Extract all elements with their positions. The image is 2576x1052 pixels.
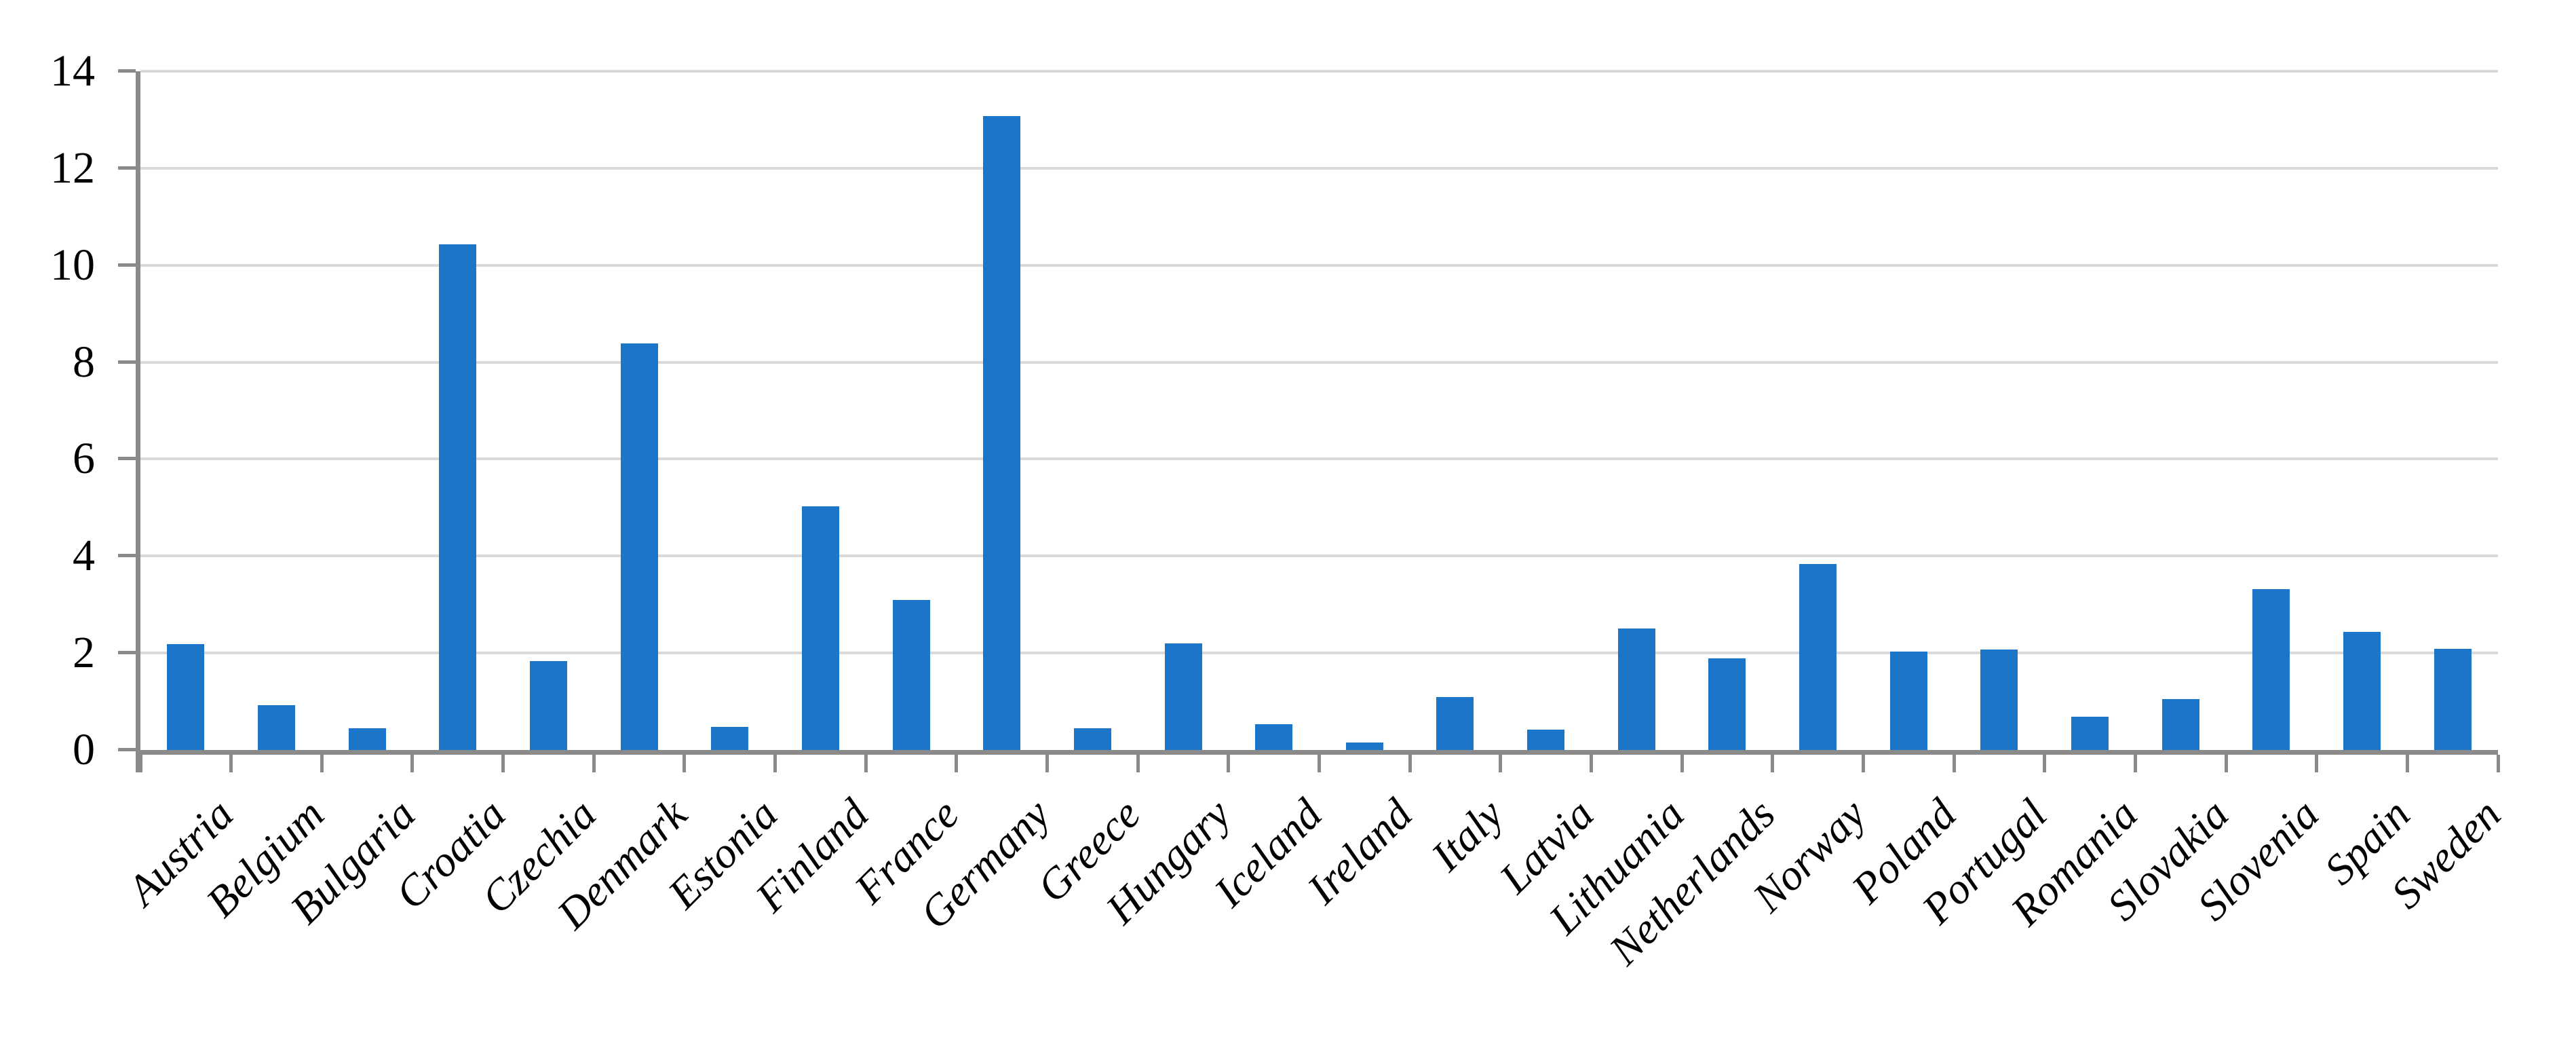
bar-croatia <box>439 244 477 750</box>
x-tick <box>2315 755 2319 772</box>
x-tick <box>864 755 868 772</box>
bar-greece <box>1073 728 1111 750</box>
bar-netherlands <box>1708 658 1746 750</box>
bar-ireland <box>1345 743 1383 750</box>
bar-estonia <box>711 726 749 750</box>
x-axis-label-ireland: Ireland <box>1298 789 1422 914</box>
x-tick <box>1045 755 1050 772</box>
bar-austria <box>167 644 205 750</box>
x-tick <box>2224 755 2228 772</box>
y-axis-label: 6 <box>73 434 95 484</box>
bar-iceland <box>1255 724 1293 750</box>
x-tick <box>1318 755 1321 772</box>
x-tick <box>410 755 415 772</box>
x-tick <box>320 755 324 772</box>
x-axis-line <box>136 750 2498 755</box>
x-tick <box>501 755 505 772</box>
x-tick <box>2405 755 2409 772</box>
y-axis-label: 8 <box>73 337 95 387</box>
bar-portugal <box>1980 650 2018 750</box>
x-tick <box>1771 755 1775 772</box>
bar-slovenia <box>2252 588 2290 750</box>
bar-france <box>892 600 930 750</box>
gridline <box>140 70 2498 73</box>
y-tick <box>118 69 136 73</box>
y-axis-label: 12 <box>50 143 95 193</box>
y-axis-label: 2 <box>73 628 95 678</box>
bar-sweden <box>2434 649 2472 750</box>
y-tick <box>118 360 136 364</box>
x-tick <box>1408 755 1412 772</box>
x-tick <box>2133 755 2137 772</box>
y-tick <box>118 166 136 170</box>
bar-lithuania <box>1617 628 1655 750</box>
x-tick <box>1680 755 1684 772</box>
x-tick <box>955 755 959 772</box>
bar-slovakia <box>2161 699 2199 750</box>
x-tick <box>592 755 596 772</box>
bar-belgium <box>257 705 295 750</box>
y-tick <box>118 748 136 751</box>
bar-denmark <box>620 343 658 750</box>
bar-czechia <box>529 660 567 750</box>
bar-italy <box>1436 697 1474 750</box>
bar-latvia <box>1527 730 1565 750</box>
y-tick <box>118 263 136 267</box>
x-tick <box>138 755 142 772</box>
x-tick <box>773 755 777 772</box>
x-tick <box>1861 755 1865 772</box>
gridline <box>140 360 2498 364</box>
y-axis-line <box>136 71 140 772</box>
gridline <box>140 457 2498 461</box>
x-tick <box>1499 755 1503 772</box>
gridline <box>140 263 2498 267</box>
y-axis-label: 0 <box>73 725 95 774</box>
bar-hungary <box>1164 643 1202 750</box>
y-tick <box>118 457 136 461</box>
x-tick <box>2496 755 2500 772</box>
bar-germany <box>983 115 1021 750</box>
x-tick <box>1589 755 1593 772</box>
gridline <box>140 166 2498 170</box>
y-axis-label: 4 <box>73 531 95 581</box>
x-tick <box>1227 755 1231 772</box>
bar-norway <box>1799 563 1837 750</box>
bar-poland <box>1889 652 1927 750</box>
y-axis-label: 14 <box>50 46 95 96</box>
bar-bulgaria <box>348 728 386 750</box>
x-tick <box>1952 755 1956 772</box>
y-axis-label: 10 <box>50 240 95 290</box>
gridline <box>140 555 2498 558</box>
bar-romania <box>2071 717 2109 750</box>
bar-finland <box>801 506 839 750</box>
bar-spain <box>2343 631 2381 750</box>
y-tick <box>118 554 136 558</box>
x-tick <box>229 755 233 772</box>
x-tick <box>683 755 687 772</box>
gridline <box>140 652 2498 655</box>
x-tick <box>1136 755 1140 772</box>
y-tick <box>118 651 136 655</box>
x-tick <box>2043 755 2047 772</box>
